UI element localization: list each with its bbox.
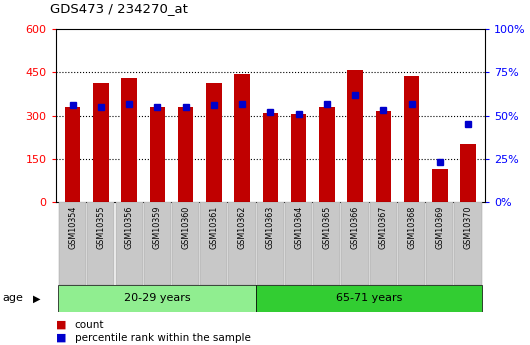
Bar — [121, 78, 137, 202]
Text: count: count — [75, 320, 104, 330]
Bar — [200, 202, 227, 285]
Bar — [257, 202, 284, 285]
Bar — [256, 285, 482, 312]
Bar — [291, 114, 306, 202]
Text: GSM10362: GSM10362 — [237, 206, 246, 249]
Text: GSM10365: GSM10365 — [322, 206, 331, 249]
Text: GDS473 / 234270_at: GDS473 / 234270_at — [50, 2, 188, 16]
Bar — [144, 202, 171, 285]
Bar — [228, 202, 255, 285]
Text: GSM10364: GSM10364 — [294, 206, 303, 249]
Bar — [404, 77, 419, 202]
Bar — [370, 202, 397, 285]
Bar — [341, 202, 368, 285]
Bar — [398, 202, 425, 285]
Bar — [262, 113, 278, 202]
Text: GSM10366: GSM10366 — [350, 206, 359, 249]
Text: GSM10361: GSM10361 — [209, 206, 218, 249]
Bar — [206, 82, 222, 202]
Text: 20-29 years: 20-29 years — [124, 294, 191, 303]
Bar — [172, 202, 199, 285]
Bar — [149, 107, 165, 202]
Bar — [59, 202, 86, 285]
Bar — [319, 107, 334, 202]
Bar — [432, 169, 447, 202]
Bar — [460, 144, 476, 202]
Bar — [285, 202, 312, 285]
Text: GSM10370: GSM10370 — [464, 206, 473, 249]
Bar — [65, 107, 81, 202]
Text: GSM10356: GSM10356 — [125, 206, 134, 249]
Bar — [234, 75, 250, 202]
Text: GSM10369: GSM10369 — [435, 206, 444, 249]
Text: percentile rank within the sample: percentile rank within the sample — [75, 333, 251, 343]
Text: age: age — [3, 294, 23, 303]
Bar — [116, 202, 143, 285]
Bar — [347, 70, 363, 202]
Bar — [93, 82, 109, 202]
Text: GSM10360: GSM10360 — [181, 206, 190, 249]
Text: GSM10359: GSM10359 — [153, 206, 162, 249]
Bar — [426, 202, 453, 285]
Text: GSM10367: GSM10367 — [379, 206, 388, 249]
Text: GSM10363: GSM10363 — [266, 206, 275, 249]
Text: ■: ■ — [56, 320, 66, 330]
Bar — [376, 111, 391, 202]
Bar — [178, 107, 193, 202]
Text: ■: ■ — [56, 333, 66, 343]
Bar — [58, 285, 256, 312]
Text: GSM10355: GSM10355 — [96, 206, 105, 249]
Bar — [87, 202, 114, 285]
Text: 65-71 years: 65-71 years — [336, 294, 402, 303]
Bar — [454, 202, 482, 285]
Text: ▶: ▶ — [33, 294, 41, 303]
Bar — [313, 202, 340, 285]
Text: GSM10354: GSM10354 — [68, 206, 77, 249]
Text: GSM10368: GSM10368 — [407, 206, 416, 249]
